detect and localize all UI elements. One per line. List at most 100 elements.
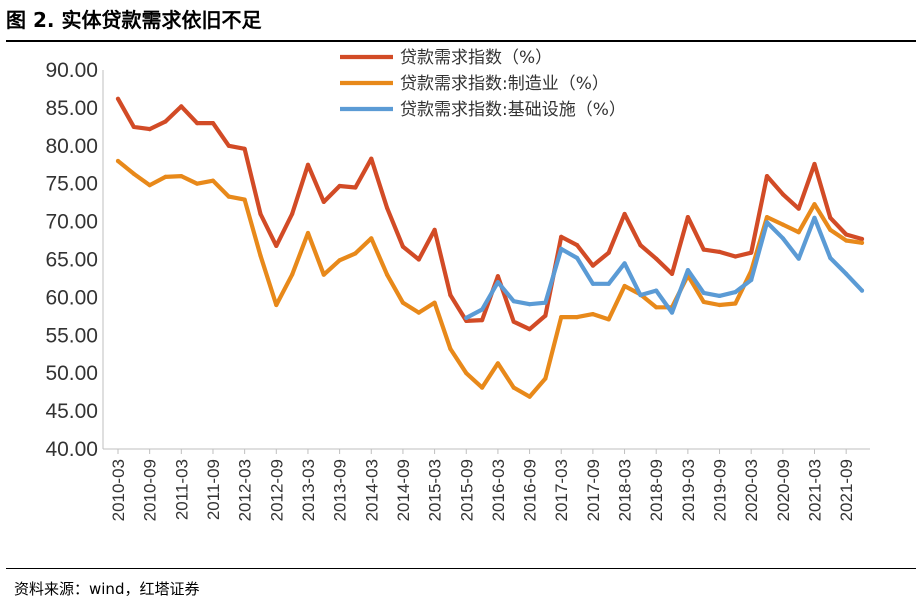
data-point	[828, 227, 833, 232]
data-point	[590, 263, 596, 268]
data-point	[717, 293, 722, 298]
data-point	[796, 256, 801, 261]
legend-label-manufacturing: 贷款需求指数:制造业（%）	[400, 74, 609, 94]
data-point	[305, 162, 311, 167]
data-point	[400, 244, 405, 249]
x-tick-label: 2017-09	[584, 459, 603, 521]
data-point	[480, 385, 485, 390]
data-point	[511, 385, 516, 390]
data-point	[543, 300, 548, 305]
x-tick-label: 2021-09	[837, 459, 856, 521]
data-point	[780, 192, 786, 197]
x-tick-label: 2017-03	[552, 459, 571, 521]
data-point	[764, 215, 770, 220]
data-point	[448, 346, 453, 351]
data-point	[701, 299, 706, 304]
data-point	[701, 290, 706, 295]
y-tick-label: 90.00	[45, 59, 98, 82]
data-point	[353, 185, 358, 190]
data-point	[575, 315, 580, 320]
y-axis: 40.00 45.00 50.00 55.00 60.00 65.00 70.00 75.00…	[45, 59, 104, 461]
x-tick-label: 2010-09	[141, 459, 160, 521]
data-point	[290, 211, 295, 217]
x-tick-label: 2015-09	[457, 459, 476, 521]
data-point	[606, 317, 611, 322]
data-point	[242, 197, 247, 202]
footer-rule	[6, 568, 916, 569]
data-point	[353, 251, 358, 256]
data-point	[733, 301, 738, 306]
data-point	[764, 220, 770, 225]
data-point	[717, 302, 722, 308]
legend: 贷款需求指数（%） 贷款需求指数:制造业（%） 贷款需求指数:基础设施（%）	[340, 48, 626, 120]
data-point	[400, 300, 405, 305]
data-point	[733, 254, 738, 259]
data-point	[559, 315, 564, 320]
data-point	[812, 161, 817, 167]
data-point	[844, 238, 849, 243]
data-point	[622, 283, 627, 289]
data-point	[131, 171, 136, 176]
data-point	[638, 293, 643, 298]
data-point	[669, 271, 675, 276]
data-point	[622, 261, 627, 266]
data-point	[321, 272, 326, 277]
data-point	[195, 181, 200, 186]
source-note: 资料来源：wind，红塔证券	[14, 580, 200, 598]
data-point	[464, 315, 469, 320]
x-axis: 2010-03 2010-09 2011-03 2011-09 2012-03 2012-…	[103, 448, 870, 521]
data-point	[179, 104, 184, 109]
x-tick-label: 2021-03	[806, 459, 825, 521]
data-point	[115, 158, 121, 164]
data-point	[495, 361, 500, 366]
x-tick-label: 2015-03	[426, 459, 445, 521]
data-point	[527, 302, 532, 307]
x-tick-label: 2018-09	[647, 459, 666, 521]
data-point	[812, 202, 817, 207]
data-point	[654, 305, 659, 310]
data-point	[590, 312, 596, 317]
data-point	[749, 250, 754, 255]
data-point	[828, 255, 833, 261]
x-tick-label: 2016-03	[489, 459, 508, 521]
data-point	[780, 222, 786, 227]
data-point	[432, 227, 437, 232]
data-point	[654, 288, 659, 293]
data-point	[195, 121, 200, 126]
x-tick-label: 2010-03	[109, 459, 128, 521]
data-point	[638, 243, 643, 248]
data-point	[226, 143, 231, 148]
data-point	[416, 257, 421, 262]
data-point	[859, 240, 865, 245]
data-point	[258, 211, 263, 217]
x-tick-label: 2019-03	[679, 459, 698, 521]
x-tick-label: 2012-09	[267, 459, 286, 521]
legend-label-infrastructure: 贷款需求指数:基础设施（%）	[400, 100, 626, 120]
data-point	[685, 215, 691, 220]
y-tick-label: 70.00	[45, 211, 98, 234]
y-tick-label: 85.00	[45, 97, 98, 120]
y-tick-label: 55.00	[45, 324, 98, 347]
x-tick-label: 2012-03	[236, 459, 255, 521]
data-point	[274, 243, 279, 248]
x-tick-label: 2020-09	[774, 459, 793, 521]
data-point	[606, 250, 611, 255]
data-point	[480, 318, 485, 323]
data-point	[495, 274, 500, 279]
data-point	[733, 290, 738, 295]
data-point	[210, 178, 216, 183]
y-tick-label: 40.00	[45, 438, 98, 461]
x-tick-label: 2011-09	[204, 459, 223, 520]
x-tick-label: 2014-09	[394, 459, 413, 521]
data-point	[115, 96, 121, 101]
data-point	[274, 302, 279, 308]
x-tick-label: 2013-03	[299, 459, 318, 521]
data-point	[701, 247, 706, 252]
y-tick-label: 75.00	[45, 173, 98, 196]
legend-label-total: 贷款需求指数（%）	[400, 48, 552, 68]
y-tick-label: 80.00	[45, 135, 98, 158]
data-point	[369, 236, 374, 241]
data-point	[764, 174, 770, 179]
data-point	[163, 119, 168, 124]
